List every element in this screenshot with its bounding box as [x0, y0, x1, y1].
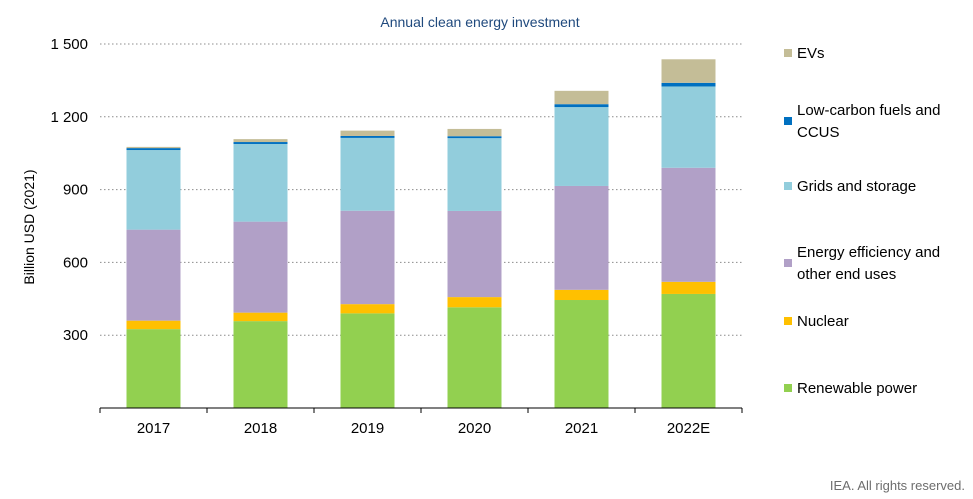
bar-segment	[340, 210, 395, 305]
bar-segment	[233, 221, 288, 313]
bar-segment	[554, 90, 609, 105]
bar-segment	[554, 300, 609, 408]
legend-label: Energy efficiency and	[797, 244, 940, 261]
bar-segment	[233, 321, 288, 408]
legend-label: Nuclear	[797, 313, 849, 330]
legend-label: CCUS	[797, 124, 840, 141]
bar-segment	[661, 59, 716, 83]
bar-segment	[233, 312, 288, 322]
legend-label: Low-carbon fuels and	[797, 102, 940, 119]
axes	[99, 407, 743, 413]
x-tick-label: 2019	[351, 420, 384, 437]
bar-segment	[340, 130, 395, 136]
gridlines: 300 600 900 1 200 1 500	[50, 36, 742, 344]
bar-segment	[447, 138, 502, 211]
bar-segment	[447, 128, 502, 137]
x-tick-label: 2021	[565, 420, 598, 437]
legend-label: other end uses	[797, 266, 896, 283]
chart-title: Annual clean energy investment	[380, 14, 579, 30]
legend-swatch	[784, 384, 792, 392]
bar-segment	[126, 229, 181, 321]
legend-label: Grids and storage	[797, 178, 916, 195]
bar-segment	[661, 293, 716, 408]
bar-segment	[233, 142, 288, 144]
bar-segment	[126, 320, 181, 330]
bar-segment	[661, 281, 716, 294]
bar-segment	[554, 104, 609, 108]
bars: 2017 2018 2019 2020 2021 2022E	[126, 59, 716, 437]
copyright-credit: IEA. All rights reserved.	[830, 478, 965, 493]
bar-segment	[661, 167, 716, 282]
bar-segment	[340, 135, 395, 138]
y-tick-label: 600	[63, 254, 88, 271]
legend-swatch	[784, 259, 792, 267]
bar-segment	[126, 148, 181, 151]
x-tick-label: 2020	[458, 420, 491, 437]
bar-segment	[554, 185, 609, 290]
legend-label: Renewable power	[797, 380, 917, 397]
bar-segment	[126, 150, 181, 230]
bar-segment	[554, 107, 609, 186]
bar-segment	[661, 86, 716, 168]
legend: EVs Low-carbon fuels and CCUS Grids and sto…	[784, 45, 940, 397]
legend-swatch	[784, 317, 792, 325]
x-tick-label: 2022E	[667, 420, 710, 437]
y-tick-label: 900	[63, 182, 88, 199]
legend-swatch	[784, 117, 792, 125]
bar-segment	[340, 313, 395, 408]
bar-segment	[340, 304, 395, 314]
y-tick-label: 300	[63, 327, 88, 344]
y-tick-label: 1 200	[50, 109, 88, 126]
bar-segment	[447, 136, 502, 139]
bar-segment	[447, 297, 502, 308]
x-tick-label: 2018	[244, 420, 277, 437]
bar-segment	[233, 139, 288, 143]
bar-segment	[661, 82, 716, 87]
bar-segment	[233, 143, 288, 222]
y-axis-label: Billion USD (2021)	[21, 169, 37, 284]
bar-segment	[447, 307, 502, 408]
bar-segment	[554, 289, 609, 301]
y-tick-label: 1 500	[50, 36, 88, 53]
legend-label: EVs	[797, 45, 825, 62]
legend-swatch	[784, 182, 792, 190]
bar-segment	[126, 146, 181, 149]
legend-swatch	[784, 49, 792, 57]
bar-segment	[447, 210, 502, 298]
bar-segment	[126, 329, 181, 408]
x-tick-label: 2017	[137, 420, 170, 437]
bar-segment	[340, 137, 395, 211]
